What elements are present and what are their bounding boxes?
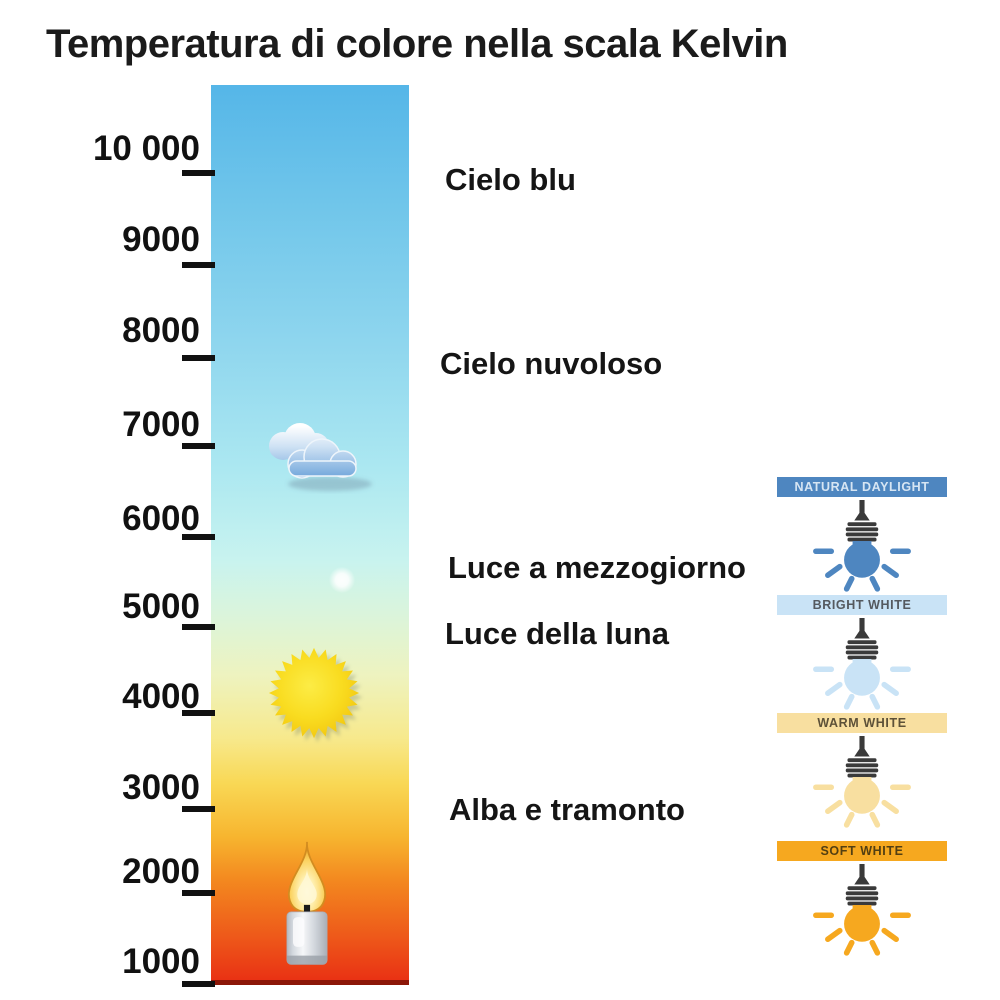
bulb-card-warm-white: WARM WHITE [777,713,947,829]
scale-tick-label: 9000 [122,220,200,259]
category-label-luce-mezzogiorno: Luce a mezzogiorno [448,550,746,585]
scale-tick-label: 4000 [122,677,200,716]
tick-mark [182,443,215,449]
sun-icon [268,647,363,743]
moon-icon [329,567,355,593]
tick-mark [182,981,215,987]
bulb-card-natural-daylight: NATURAL DAYLIGHT [777,477,947,593]
candle-icon [286,841,328,965]
page-title: Temperatura di colore nella scala Kelvin [46,22,788,66]
scale-tick-label: 1000 [122,942,200,981]
bulb-card-bright-white: BRIGHT WHITE [777,595,947,711]
category-label-cielo-nuvoloso: Cielo nuvoloso [440,346,663,381]
category-label-alba-tramonto: Alba e tramonto [449,792,685,827]
tick-mark [182,806,215,812]
clouds-icon [269,423,372,491]
category-label-luce-luna: Luce della luna [445,616,669,651]
category-label-cielo-blu: Cielo blu [445,162,576,197]
scale-tick-label: 5000 [122,587,200,626]
scale-tick-label: 10 000 [92,129,200,168]
bulb-card-soft-white: SOFT WHITE [777,841,947,957]
kelvin-bar [211,85,409,985]
light-bulb-icon [813,736,911,828]
bulb-label: BRIGHT WHITE [777,595,947,615]
scale-tick-label: 8000 [122,311,200,350]
bulb-label: NATURAL DAYLIGHT [777,477,947,497]
bulb-label: WARM WHITE [777,713,947,733]
light-bulb-icon [813,618,911,710]
tick-mark [182,262,215,268]
scale-tick-label: 7000 [122,405,200,444]
tick-mark [182,890,215,896]
light-bulb-icon [813,500,911,592]
bulb-label: SOFT WHITE [777,841,947,861]
light-bulb-icon [813,864,911,956]
tick-mark [182,534,215,540]
tick-mark [182,355,215,361]
tick-mark [182,170,215,176]
scale-tick-label: 2000 [122,852,200,891]
scale-tick-label: 3000 [122,768,200,807]
scale-tick-label: 6000 [122,499,200,538]
tick-mark [182,710,215,716]
tick-mark [182,624,215,630]
